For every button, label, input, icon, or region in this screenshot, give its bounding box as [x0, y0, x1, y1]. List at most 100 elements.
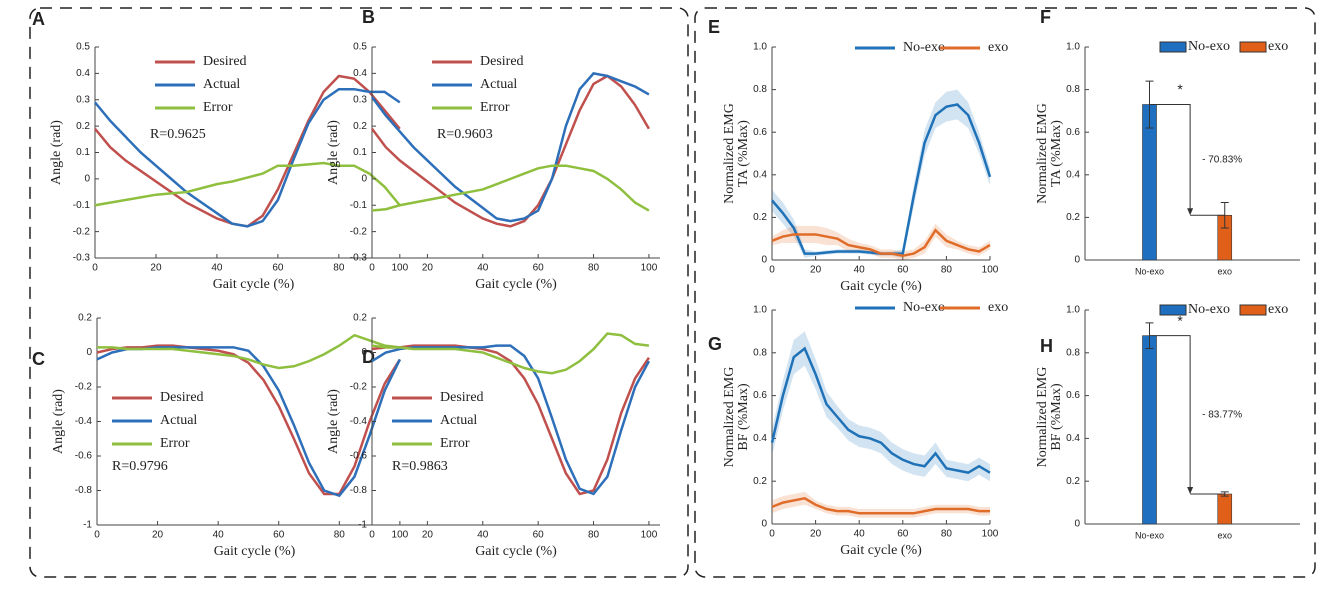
x-tick-label: No-exo: [1135, 266, 1164, 276]
x-tick-label: 60: [897, 529, 909, 540]
x-tick-label: 0: [769, 265, 775, 276]
line: [94, 161, 401, 207]
y-tick-label: 0: [86, 347, 92, 358]
x-tick-label: 80: [333, 263, 345, 274]
legend-swatch: [1159, 304, 1187, 316]
x-tick-label: 40: [477, 263, 489, 274]
y-axis-label: Normalized EMG: [1035, 103, 1050, 204]
y-tick-label: 0.6: [753, 127, 767, 138]
x-tick-label: 40: [213, 530, 225, 541]
y-tick-label: 0.8: [1066, 84, 1080, 95]
line: [97, 333, 401, 370]
line: [371, 332, 650, 375]
x-axis-label: Gait cycle (%): [213, 277, 295, 292]
percent-change: - 83.77%: [1202, 410, 1242, 421]
legend-label: Desired: [440, 390, 484, 405]
line: [94, 87, 401, 228]
panel-letter: G: [708, 334, 722, 354]
bar: [1142, 335, 1157, 525]
y-tick-label: -0.1: [350, 200, 368, 211]
x-tick-label: 20: [810, 529, 822, 540]
x-tick-label: 100: [982, 529, 999, 540]
spread-band: [772, 491, 990, 518]
percent-change: - 70.83%: [1202, 155, 1242, 166]
comparison-arrow: [1149, 104, 1225, 216]
x-tick-label: 20: [152, 530, 164, 541]
comparison-arrow: [1149, 335, 1225, 495]
y-tick-label: 0.4: [753, 169, 767, 180]
legend-label: exo: [988, 300, 1008, 315]
x-tick-label: 60: [273, 530, 285, 541]
y-tick-label: 0.2: [753, 476, 767, 487]
line: [370, 74, 651, 228]
legend-label: Desired: [160, 390, 204, 405]
annotation: R=0.9863: [392, 459, 448, 474]
x-tick-label: exo: [1217, 530, 1232, 540]
y-tick-label: 1.0: [1066, 305, 1080, 316]
y-tick-label: -0.4: [350, 416, 368, 427]
y-tick-label: 0.4: [1066, 169, 1080, 180]
x-tick-label: 60: [533, 263, 545, 274]
y-tick-label: 0.4: [353, 68, 367, 79]
legend-label: Actual: [480, 77, 517, 92]
legend-label: No-exo: [903, 40, 945, 55]
y-axis-label: Normalized EMG: [722, 367, 737, 468]
legend-label: Actual: [203, 77, 240, 92]
x-tick-label: 80: [334, 530, 346, 541]
spread-band: [772, 223, 990, 260]
legend-label: No-exo: [1188, 302, 1230, 317]
y-tick-label: -1: [358, 520, 367, 531]
line: [771, 497, 990, 515]
y-tick-label: 0.2: [753, 212, 767, 223]
y-tick-label: 1.0: [1066, 42, 1080, 53]
y-tick-label: 0.5: [76, 42, 90, 53]
y-axis-label: BF (%Max): [736, 383, 751, 451]
y-tick-label: 0.8: [753, 347, 767, 358]
legend-label: No-exo: [903, 300, 945, 315]
panel-letter: B: [362, 7, 375, 27]
y-tick-label: 0.2: [78, 313, 92, 324]
y-tick-label: 0.2: [1066, 212, 1080, 223]
y-tick-label: -1: [83, 520, 92, 531]
line: [371, 164, 650, 212]
y-tick-label: -0.2: [73, 226, 91, 237]
legend-swatch: [1239, 41, 1267, 53]
y-tick-label: -0.2: [75, 382, 93, 393]
legend-label: Error: [203, 100, 233, 115]
x-tick-label: No-exo: [1135, 530, 1164, 540]
line: [771, 228, 991, 258]
y-tick-label: -0.2: [350, 226, 368, 237]
x-axis-label: Gait cycle (%): [475, 544, 557, 559]
y-tick-label: 1.0: [753, 42, 767, 53]
x-tick-label: 100: [641, 530, 658, 541]
significance-star: *: [1177, 81, 1183, 97]
x-tick-label: 0: [369, 530, 375, 541]
y-tick-label: 0.6: [753, 390, 767, 401]
y-tick-label: -0.1: [73, 200, 91, 211]
x-axis-label: Gait cycle (%): [214, 544, 296, 559]
x-tick-label: 80: [588, 263, 600, 274]
legend-label: Error: [440, 436, 470, 451]
x-tick-label: 20: [422, 530, 434, 541]
x-tick-label: 40: [854, 265, 866, 276]
arrow-head: [1187, 208, 1194, 216]
panel-letter: F: [1040, 7, 1051, 27]
x-tick-label: 0: [94, 530, 100, 541]
x-tick-label: 100: [641, 263, 658, 274]
y-tick-label: 0.2: [1066, 476, 1080, 487]
x-tick-label: exo: [1217, 266, 1232, 276]
panel-letter: E: [708, 17, 720, 37]
x-tick-label: 80: [588, 530, 600, 541]
y-tick-label: 0: [1074, 519, 1080, 530]
legend-label: exo: [1268, 39, 1288, 54]
panel-letter: H: [1040, 336, 1053, 356]
right-frame: [694, 7, 1316, 578]
left-frame: [29, 7, 689, 578]
line: [371, 344, 651, 496]
y-axis-label: TA (%Max): [1049, 120, 1064, 187]
x-tick-label: 100: [392, 530, 409, 541]
y-tick-label: -0.3: [73, 253, 91, 264]
legend-label: Actual: [160, 413, 197, 428]
y-tick-label: 0: [1074, 255, 1080, 266]
